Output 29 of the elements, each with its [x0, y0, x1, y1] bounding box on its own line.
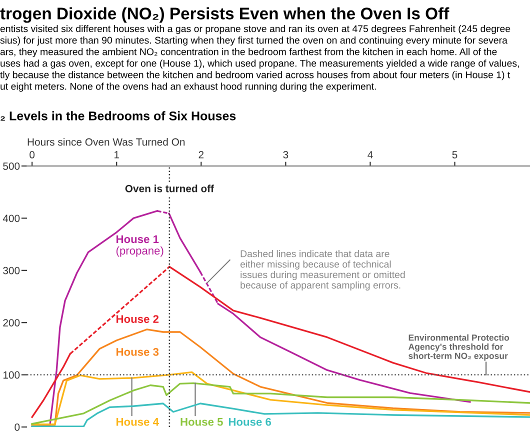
- ref-line-label: Oven is turned off: [125, 184, 214, 192]
- y-tick-label: 500: [3, 162, 20, 170]
- x-axis-title: Hours since Oven Was Turned On: [28, 138, 185, 146]
- series-label: House 3: [116, 348, 159, 356]
- text: ₂ Levels in the Bedrooms of Six Houses: [0, 111, 236, 121]
- line-series: [31, 371, 530, 426]
- x-tick-label: 0: [30, 151, 35, 158]
- chart-subtitle: entists visited six different houses with a gas or propane stove and ran its oven at 475 degrees Fahrenheit (245 degree sius) for just more than 90 minutes. Starting when they first turned the oven on and continuing every minute for severa ars, they measured the ambient NO₂ concentration in the bedroom farthest from the kitchen in each home. All of the uses had a gas oven, except for one (House 1), which used propane. The measurements yielded a wide range of values, tly because the distance between the kitchen and bedroom varied across houses from about four meters (in House 1) t ut eight meters. None of the ovens had an exhaust hood running during the experiment.: [0, 25, 519, 92]
- ref-line-label: Environmental Protectio Agency's threshold for short-term NO₂ exposur: [408, 334, 510, 361]
- x-tick-label: 4: [368, 151, 373, 158]
- series-label: House 1 (propane): [116, 235, 164, 257]
- x-tick-label: 2: [198, 151, 204, 158]
- line-series: [31, 328, 530, 426]
- y-tick-label: 300: [3, 266, 20, 274]
- y-tick-label: 100: [3, 371, 20, 379]
- y-tick-label: 400: [2, 214, 20, 222]
- text: House 5: [180, 418, 223, 426]
- series-label: House 2: [116, 315, 159, 323]
- text: House 4: [116, 418, 159, 426]
- annotation: Dashed lines indicate that data are either missing because of technical issues during measurement or omitted because of apparent sampling errors.: [240, 250, 405, 291]
- x-tick-label: 1: [114, 151, 119, 158]
- line-series: [31, 382, 530, 425]
- x-tick-label: 5: [452, 151, 458, 158]
- y-tick-label: 200: [3, 319, 20, 326]
- x-tick-label: 3: [283, 151, 288, 158]
- chart-title: trogen Dioxide (NO₂) Persists Even when the Oven Is Off: [0, 7, 450, 23]
- y-tick-label: 0: [14, 424, 20, 431]
- line-series: [31, 402, 530, 427]
- series-label: House 6: [228, 418, 272, 426]
